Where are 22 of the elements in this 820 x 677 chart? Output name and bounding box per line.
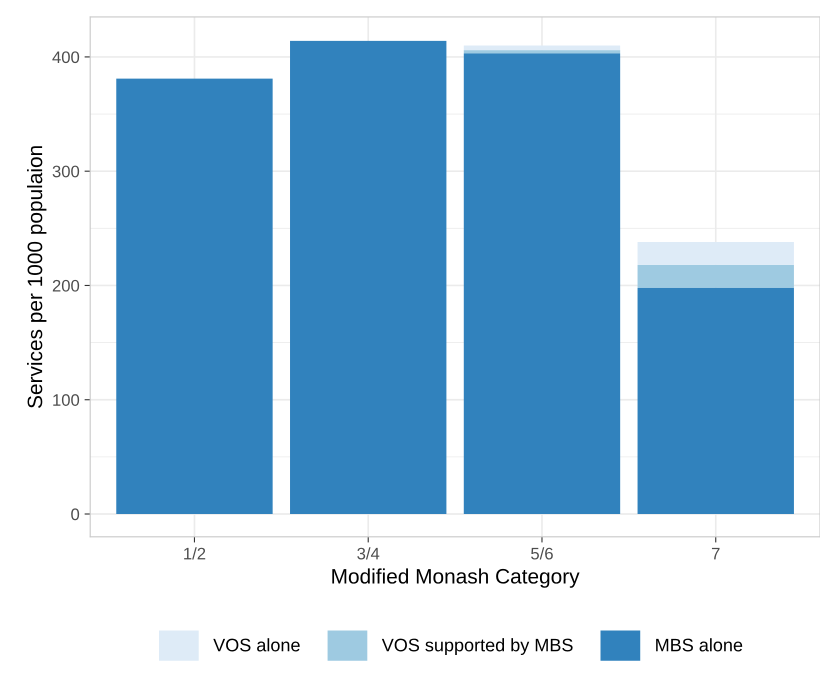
x-tick-label: 5/6 bbox=[531, 547, 553, 560]
legend-label: MBS alone bbox=[656, 638, 742, 652]
y-tick-label: 100 bbox=[53, 394, 80, 406]
bar bbox=[464, 50, 620, 54]
legend-label: VOS alone bbox=[213, 638, 300, 652]
legend-label: VOS supported by MBS bbox=[382, 638, 573, 656]
x-tick-label: 7 bbox=[712, 548, 720, 560]
x-tick-label: 1/2 bbox=[184, 547, 206, 560]
x-tick-label: 3/4 bbox=[357, 547, 380, 560]
y-tick-label: 400 bbox=[52, 51, 80, 64]
y-axis-title: Services per 1000 populaion bbox=[27, 146, 46, 408]
bar bbox=[638, 242, 794, 265]
bar bbox=[116, 78, 273, 514]
y-tick-label: 200 bbox=[52, 280, 80, 292]
bar bbox=[464, 45, 620, 50]
bar bbox=[638, 288, 794, 514]
y-tick-label: 300 bbox=[52, 166, 80, 178]
bar bbox=[290, 40, 446, 514]
bar bbox=[638, 264, 794, 288]
y-tick-label: 0 bbox=[71, 508, 80, 520]
bar bbox=[464, 53, 620, 514]
x-axis-title: Modified Monash Category bbox=[332, 568, 580, 588]
